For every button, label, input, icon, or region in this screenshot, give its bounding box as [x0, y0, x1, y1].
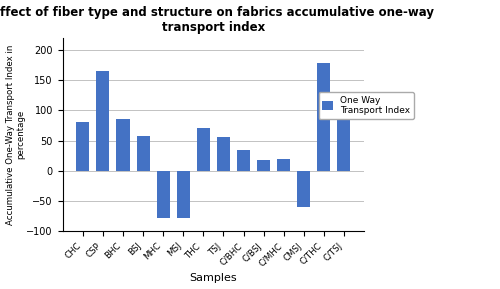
Bar [318, 63, 330, 171]
Bar [136, 136, 149, 171]
Bar [217, 138, 230, 171]
Bar [257, 160, 270, 171]
Bar [156, 171, 170, 218]
Bar [197, 128, 210, 171]
Title: Effect of fiber type and structure on fabrics accumulative one-way
transport ind: Effect of fiber type and structure on fa… [0, 5, 434, 34]
Bar [76, 122, 90, 171]
Bar [237, 150, 250, 171]
Y-axis label: Accumulative One-Way Transport Index in
percentage: Accumulative One-Way Transport Index in … [6, 44, 25, 225]
Bar [116, 119, 130, 171]
Legend: One Way
Transport Index: One Way Transport Index [318, 92, 414, 119]
Bar [338, 94, 350, 171]
Bar [176, 171, 190, 218]
Bar [96, 71, 110, 171]
Bar [277, 159, 290, 171]
Bar [298, 171, 310, 207]
X-axis label: Samples: Samples [190, 273, 237, 284]
